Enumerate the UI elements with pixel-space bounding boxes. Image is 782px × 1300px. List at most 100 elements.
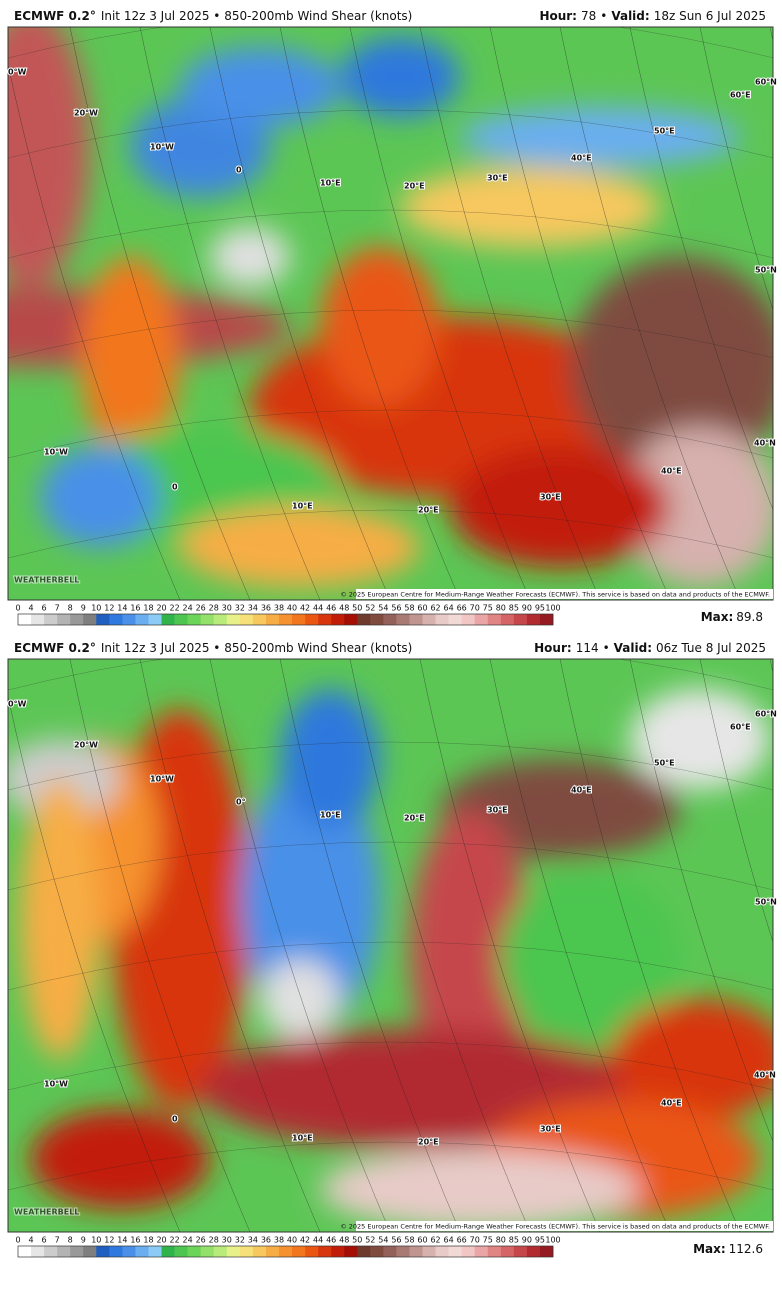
colorbar-swatch xyxy=(500,614,515,625)
max: Max: 112.6 xyxy=(693,1242,763,1256)
map-label: 0°W xyxy=(8,68,27,77)
colorbar-label: 48 xyxy=(339,1236,349,1245)
colorbar-label: 100 xyxy=(545,604,560,613)
colorbar-swatch xyxy=(226,1246,241,1257)
copyright: © 2025 European Centre for Medium-Range … xyxy=(340,591,770,599)
colorbar-label: 58 xyxy=(404,1236,414,1245)
colorbar-swatch xyxy=(526,614,541,625)
map-label: 20°E xyxy=(418,506,439,515)
hour: 114 xyxy=(576,641,599,655)
watermark: WEATHERBELL xyxy=(14,576,79,585)
shear-area xyxy=(8,739,120,819)
map-label: 40°N xyxy=(754,439,776,448)
colorbar-swatch xyxy=(344,1246,358,1257)
map-label: 30°E xyxy=(487,806,508,815)
colorbar-swatch xyxy=(213,1246,228,1257)
shear-area xyxy=(500,869,680,1049)
separator: • xyxy=(603,641,610,655)
colorbar-label: 10 xyxy=(91,1236,101,1245)
colorbar-swatch xyxy=(31,1246,45,1257)
colorbar-swatch xyxy=(539,1246,554,1257)
meridian xyxy=(629,659,773,1143)
colorbar-swatch xyxy=(83,1246,97,1257)
colorbar-label: 7 xyxy=(55,1236,60,1245)
map-label: 60°E xyxy=(730,91,751,100)
colorbar-label: 60 xyxy=(417,1236,427,1245)
map-label: 50°E xyxy=(654,127,675,136)
map-label: 10°E xyxy=(292,1134,313,1143)
colorbar-label: 34 xyxy=(248,1236,258,1245)
map-label: 40°E xyxy=(661,1099,682,1108)
colorbar-label: 16 xyxy=(130,604,140,613)
map-label: 50°N xyxy=(755,898,777,907)
colorbar-label: 100 xyxy=(545,1236,560,1245)
model: ECMWF 0.2° xyxy=(14,641,96,655)
colorbar-label: 80 xyxy=(496,1236,506,1245)
colorbar-swatch xyxy=(96,1246,110,1257)
colorbar-label: 36 xyxy=(261,604,271,613)
colorbar-swatch xyxy=(122,614,136,625)
colorbar-swatch xyxy=(239,1246,254,1257)
colorbar-swatch xyxy=(357,1246,371,1257)
meridian xyxy=(629,27,773,511)
parallel xyxy=(8,1041,773,1091)
colorbar-label: 22 xyxy=(169,1236,179,1245)
map-label: 10°E xyxy=(320,179,341,188)
shear-area xyxy=(630,689,770,789)
map-label: 40°N xyxy=(754,1071,776,1080)
colorbar-label: 56 xyxy=(391,1236,401,1245)
valid: 18z Sun 6 Jul 2025 xyxy=(654,9,766,23)
colorbar-swatch xyxy=(57,1246,71,1257)
colorbar-label: 18 xyxy=(143,604,153,613)
meridian xyxy=(419,27,601,600)
colorbar-label: 22 xyxy=(169,604,179,613)
panel: ECMWF 0.2° Init 12z 3 Jul 2025 • 850-200m… xyxy=(7,9,778,626)
colorbar-label: 56 xyxy=(391,604,401,613)
valid-label: Valid: xyxy=(611,9,649,23)
meridian xyxy=(559,659,741,1232)
colorbar-swatch xyxy=(500,1246,515,1257)
colorbar-swatch xyxy=(318,614,332,625)
copyright-bg xyxy=(356,589,773,599)
parallel xyxy=(8,941,773,991)
colorbar-swatch xyxy=(435,614,449,625)
colorbar-label: 38 xyxy=(274,1236,284,1245)
colorbar-swatch xyxy=(278,614,293,625)
map-label: 10°E xyxy=(320,811,341,820)
colorbar-label: 52 xyxy=(365,604,375,613)
colorbar-swatch xyxy=(422,614,436,625)
colorbar-label: 40 xyxy=(287,604,297,613)
colorbar-label: 26 xyxy=(196,604,206,613)
shear-area xyxy=(460,107,740,167)
parallel xyxy=(8,659,773,691)
field xyxy=(8,689,773,1229)
subtitle: Init 12z 3 Jul 2025 • 850-200mb Wind She… xyxy=(101,641,413,655)
map-label: 20°E xyxy=(404,814,425,823)
colorbar-label: 70 xyxy=(470,1236,480,1245)
colorbar-label: 90 xyxy=(522,1236,532,1245)
map-label: 10°W xyxy=(44,1080,68,1089)
shear-area xyxy=(620,427,773,587)
meridian xyxy=(279,27,461,600)
colorbar-label: 60 xyxy=(417,604,427,613)
colorbar-label: 9 xyxy=(81,604,86,613)
colorbar-swatch xyxy=(83,614,97,625)
colorbar-swatch xyxy=(539,614,554,625)
map-label: 50°E xyxy=(654,759,675,768)
colorbar-swatch xyxy=(44,614,58,625)
shear-area xyxy=(240,769,380,1029)
colorbar-swatch xyxy=(187,614,201,625)
map-label: 0°W xyxy=(8,700,27,709)
header-left: ECMWF 0.2° Init 12z 3 Jul 2025 • 850-200m… xyxy=(14,9,412,23)
colorbar-label: 38 xyxy=(274,604,284,613)
map-label: 20°W xyxy=(74,741,98,750)
meridian xyxy=(419,659,601,1232)
map-label: 40°E xyxy=(661,467,682,476)
colorbar-swatch xyxy=(18,614,32,625)
map-label: 40°E xyxy=(571,786,592,795)
colorbar-label: 20 xyxy=(156,604,166,613)
shear-area xyxy=(280,689,380,829)
shear-area xyxy=(210,227,290,287)
parallel xyxy=(8,409,773,459)
